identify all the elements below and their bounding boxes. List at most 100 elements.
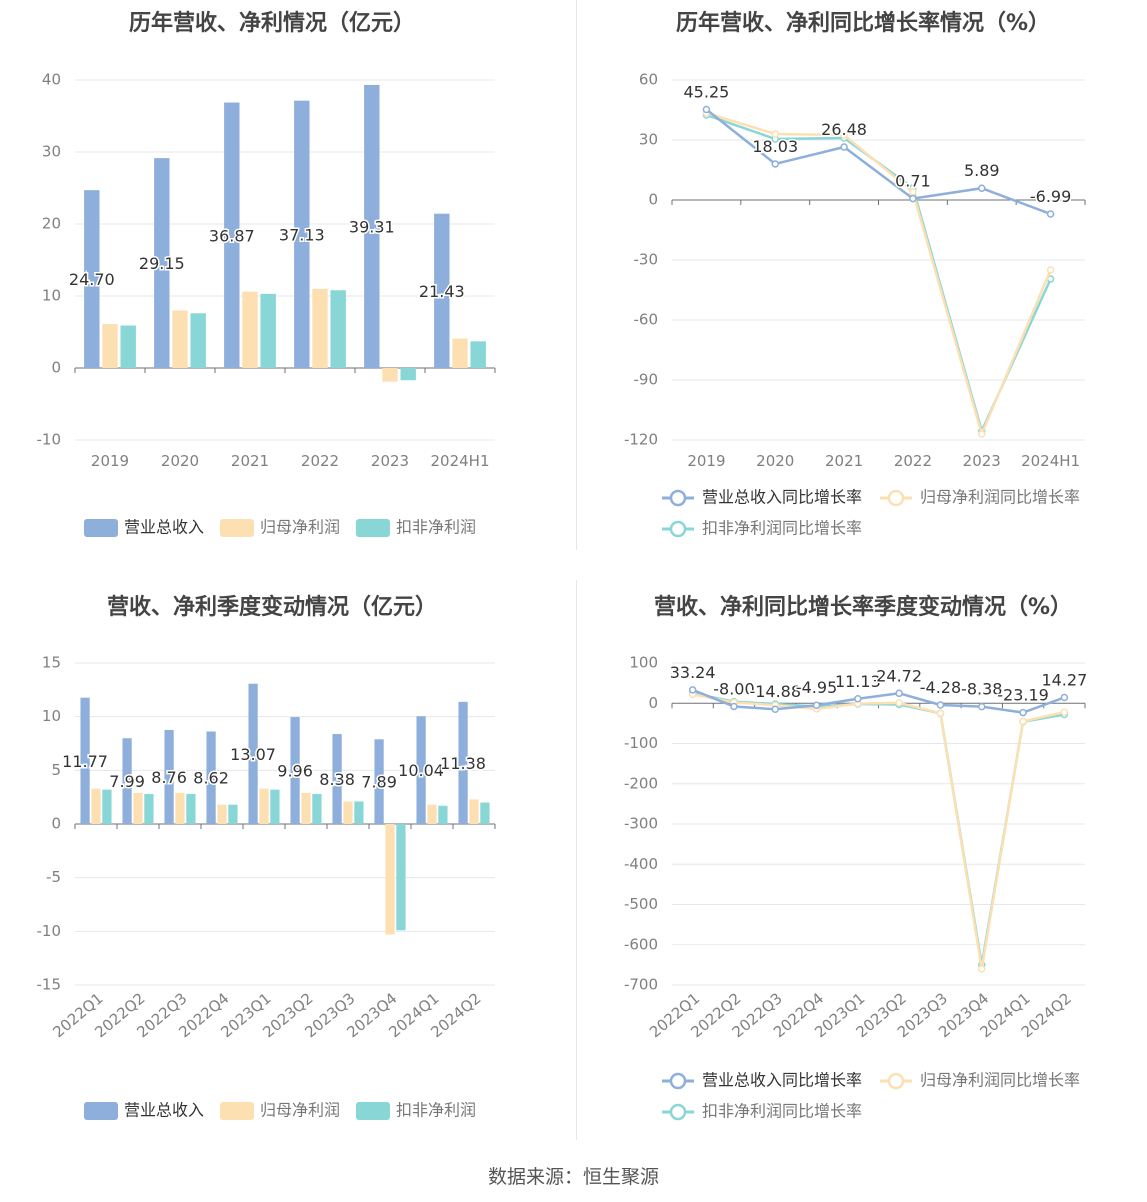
revenue-growth-data-label: -23.19 [997, 686, 1049, 705]
legend-swatch [84, 1102, 118, 1120]
revenue-growth-data-label: 24.72 [876, 666, 922, 685]
annual-revenue-profit-svg: 历年营收、净利情况（亿元） -10 0 10 20 30 40 2019 2020 2021 202… [37, 10, 496, 537]
y-tick-label: 30 [639, 131, 658, 149]
y-tick-label: -10 [37, 431, 62, 449]
revenue-data-label: 21.43 [419, 282, 465, 301]
bar-deducted-profit [102, 789, 112, 824]
bar-revenue [364, 84, 380, 368]
series-point-0 [771, 160, 779, 168]
series-point-1 [1046, 266, 1055, 274]
chart-title: 营收、净利同比增长率季度变动情况（%） [654, 594, 1072, 620]
series-point-1 [1019, 717, 1027, 726]
legend-label: 归母净利润 [260, 1101, 340, 1120]
series-line-1 [706, 111, 1052, 438]
bar-deducted-profit [186, 793, 196, 824]
revenue-data-label: 9.96 [277, 762, 313, 781]
bar-revenue [164, 729, 174, 824]
legend-label: 扣非净利润 [396, 1101, 476, 1120]
series-point-0 [702, 105, 711, 114]
y-tick-label: -90 [634, 371, 659, 389]
legend-swatch [356, 519, 390, 537]
y-tick-label: 0 [648, 694, 658, 712]
bar-deducted-profit [470, 341, 486, 368]
bar-parent-profit [133, 792, 143, 824]
legend-swatch [84, 519, 118, 537]
revenue-growth-data-label: -4.95 [796, 678, 837, 697]
revenue-growth-data-label: 26.48 [821, 120, 867, 139]
x-tick-label: 2023 [371, 452, 409, 470]
chart-title: 历年营收、净利同比增长率情况（%） [676, 10, 1050, 36]
revenue-growth-data-label: 33.24 [670, 663, 716, 682]
revenue-data-label: 13.07 [230, 745, 276, 764]
revenue-growth-data-label: 5.89 [964, 161, 1000, 180]
series-line-1 [692, 693, 1065, 970]
y-tick-label: 100 [629, 654, 658, 672]
y-tick-label: -300 [624, 815, 658, 833]
revenue-data-label: 8.76 [151, 768, 187, 787]
bar-revenue [374, 739, 384, 824]
revenue-data-label: 11.77 [62, 752, 108, 771]
x-tick-label: 2020 [756, 452, 794, 470]
bar-deducted-profit [400, 368, 416, 381]
series-line-0 [705, 108, 1052, 216]
y-tick-label: 30 [42, 143, 61, 161]
series-point-1 [936, 709, 945, 718]
revenue-growth-data-label: -4.28 [920, 678, 961, 697]
revenue-data-label: 7.99 [109, 772, 145, 791]
y-tick-label: 20 [42, 215, 61, 233]
bar-revenue [434, 213, 450, 368]
series-point-0 [812, 701, 821, 709]
bar-deducted-profit [330, 290, 346, 368]
y-tick-label: -60 [634, 311, 659, 329]
revenue-data-label: 39.31 [349, 217, 395, 236]
bar-deducted-profit [190, 313, 206, 368]
bar-parent-profit [382, 368, 398, 382]
bar-parent-profit [175, 792, 185, 824]
bar-revenue [224, 102, 240, 368]
bar-revenue [332, 734, 342, 824]
bar-revenue [206, 731, 216, 824]
y-tick-label: -15 [37, 976, 62, 994]
bar-parent-profit [172, 310, 188, 368]
series-point-0 [909, 194, 917, 203]
revenue-growth-data-label: 0.71 [895, 172, 931, 191]
y-tick-label: 15 [42, 654, 61, 672]
revenue-data-label: 11.38 [440, 754, 486, 773]
x-tick-label: 2024H1 [431, 452, 490, 470]
quarterly-growth-rate-chart: 营收、净利同比增长率季度变动情况（%） -700 -600 -500 -400 -300 -… [577, 580, 1147, 1160]
x-tick-label: 2024H1 [1021, 452, 1080, 470]
legend-swatch [220, 519, 254, 537]
bar-parent-profit [242, 291, 258, 368]
revenue-growth-data-label: -8.38 [961, 680, 1002, 699]
series-point-0 [1046, 210, 1055, 218]
bar-deducted-profit [480, 802, 490, 824]
quarterly-revenue-profit-svg: 营收、净利季度变动情况（亿元）-15-10-50510152022Q12022Q… [37, 594, 496, 1120]
bar-revenue [458, 701, 468, 824]
legend-label: 扣非净利润同比增长率 [702, 519, 862, 538]
revenue-data-label: 36.87 [209, 226, 255, 245]
bar-revenue [154, 158, 170, 368]
series-point-0 [771, 705, 779, 713]
series-point-0 [730, 702, 738, 711]
legend-marker [669, 1072, 687, 1090]
series-point-0 [840, 143, 848, 151]
x-tick-label: 2022 [301, 452, 339, 470]
bar-parent-profit [427, 804, 437, 824]
series-point-0 [854, 695, 862, 703]
y-tick-label: 0 [51, 359, 61, 377]
annual-growth-rate-svg: 历年营收、净利同比增长率情况（%） -120 -90 -60 -30 0 30 60 2019 2… [624, 10, 1086, 538]
legend-label: 营业总收入 [124, 1101, 204, 1120]
legend-label: 归母净利润 [260, 518, 340, 537]
revenue-data-label: 10.04 [398, 761, 444, 780]
bar-deducted-profit [438, 805, 448, 824]
bar-deducted-profit [270, 789, 280, 824]
x-tick-label: 2019 [687, 452, 725, 470]
chart-title: 营收、净利季度变动情况（亿元） [107, 594, 437, 620]
series-point-0 [688, 686, 697, 694]
y-tick-label: -500 [624, 895, 658, 913]
legend-marker [887, 489, 905, 507]
y-tick-label: -200 [624, 774, 658, 792]
bar-deducted-profit [396, 824, 406, 931]
revenue-growth-data-label: 11.13 [835, 672, 881, 691]
bar-parent-profit [102, 324, 118, 368]
